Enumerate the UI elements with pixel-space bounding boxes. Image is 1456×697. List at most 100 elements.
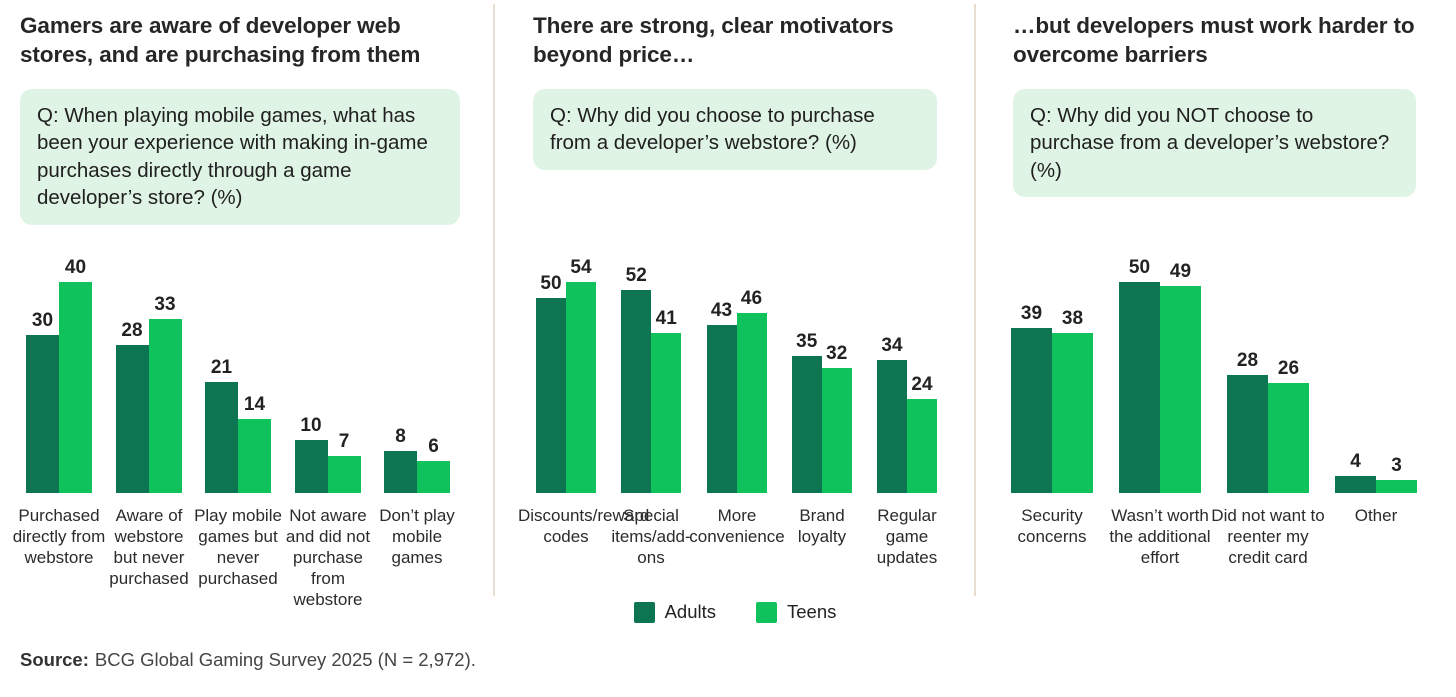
category-label: More convenience — [689, 506, 785, 547]
bar-group: 50 49 — [1119, 257, 1201, 493]
bar-column: 4 — [1335, 451, 1376, 493]
bar-teens — [1376, 480, 1417, 493]
bar-value-label: 41 — [655, 308, 677, 329]
bar-column: 21 — [205, 357, 238, 493]
bar-teens — [1160, 286, 1201, 493]
panel-title: …but developers must work harder to over… — [1013, 13, 1415, 68]
bar-column: 24 — [907, 374, 937, 493]
bar-value-label: 54 — [570, 257, 592, 278]
bar-value-label: 49 — [1169, 261, 1192, 282]
bar-value-label: 3 — [1391, 455, 1402, 476]
legend-item-teens: Teens — [756, 601, 836, 623]
bar-value-label: 14 — [243, 394, 266, 415]
bar-adults — [26, 335, 59, 493]
bar-adults — [536, 298, 566, 493]
bar-adults — [877, 360, 907, 493]
bar-value-label: 6 — [428, 436, 439, 457]
bar-value-label: 43 — [710, 300, 733, 321]
bar-column: 7 — [327, 431, 361, 493]
bar-adults — [1227, 375, 1268, 493]
bar-column: 41 — [651, 308, 682, 493]
bar-column: 33 — [148, 294, 182, 493]
panel-title: There are strong, clear motivators beyon… — [533, 13, 894, 68]
bar-teens — [238, 419, 271, 493]
bar-column: 28 — [115, 320, 149, 493]
bar-group: 50 54 — [536, 257, 596, 493]
category-label: Not aware and did not purchase from webs… — [285, 506, 371, 610]
bar-teens — [651, 333, 682, 493]
source-line: Source: BCG Global Gaming Survey 2025 (N … — [20, 649, 476, 671]
category-label: Security concerns — [1017, 506, 1087, 547]
legend-item-adults: Adults — [633, 601, 717, 623]
bar-column: 50 — [536, 273, 566, 493]
bar-group: 39 38 — [1011, 303, 1093, 493]
bar-group: 10 7 — [294, 415, 361, 493]
category-label: Play mobile games but never purchased — [194, 506, 282, 589]
bar-value-label: 21 — [210, 357, 233, 378]
bars-row: 50 54 52 41 43 46 35 32 34 24 — [536, 250, 937, 493]
question-box: Q: Why did you choose to purchase from a… — [533, 89, 937, 170]
bar-column: 28 — [1227, 350, 1268, 493]
bar-chart-awareness: 30 40 28 33 21 14 10 7 8 6 Purchased directly fro… — [13, 250, 455, 610]
bar-column: 40 — [59, 257, 92, 493]
legend-label: Adults — [664, 601, 717, 622]
bar-column: 26 — [1268, 358, 1309, 493]
panel-motivators: There are strong, clear motivators beyon… — [518, 0, 937, 697]
bar-value-label: 24 — [911, 374, 933, 395]
bar-column: 14 — [238, 394, 271, 493]
bar-column: 35 — [791, 331, 822, 493]
bar-group: 52 41 — [621, 265, 682, 493]
bar-column: 32 — [821, 343, 852, 493]
bar-teens — [148, 319, 182, 493]
category-label: Did not want to reenter my credit card — [1211, 506, 1325, 568]
bar-value-label: 26 — [1277, 358, 1300, 379]
category-label: Discounts/reward codes — [518, 506, 650, 547]
bar-column: 30 — [26, 310, 59, 493]
bar-value-label: 32 — [826, 343, 848, 364]
bar-value-label: 50 — [540, 273, 562, 294]
legend-swatch-icon — [633, 601, 655, 623]
bar-column: 43 — [706, 300, 737, 493]
bar-value-label: 4 — [1350, 451, 1361, 472]
bar-group: 43 46 — [706, 288, 767, 493]
bar-adults — [294, 440, 328, 493]
bar-value-label: 10 — [300, 415, 322, 436]
bar-group: 30 40 — [26, 257, 92, 493]
bar-value-label: 52 — [625, 265, 647, 286]
category-label: Brand loyalty — [797, 506, 847, 547]
bar-column: 52 — [621, 265, 652, 493]
source-label: Source: — [20, 649, 89, 670]
bar-value-label: 7 — [338, 431, 350, 452]
bar-column: 49 — [1160, 261, 1201, 493]
bars-row: 39 38 50 49 28 26 4 3 — [1011, 250, 1417, 493]
panel-divider — [974, 4, 976, 596]
bar-adults — [1335, 476, 1376, 493]
category-labels-row: Discounts/reward codes Special items/add-… — [518, 505, 937, 610]
panel-awareness: Gamers are aware of developer web stores… — [13, 0, 460, 697]
bar-teens — [736, 313, 767, 493]
bar-chart-motivators: 50 54 52 41 43 46 35 32 34 24 Discounts/reward co… — [518, 250, 937, 610]
bar-adults — [1119, 282, 1160, 493]
bar-adults — [384, 451, 417, 493]
bar-value-label: 39 — [1020, 303, 1043, 324]
bar-column: 34 — [877, 335, 907, 493]
bar-column: 8 — [384, 426, 417, 493]
source-text: BCG Global Gaming Survey 2025 (N = 2,972… — [94, 649, 476, 670]
panel-barriers: …but developers must work harder to over… — [1011, 0, 1417, 697]
bar-group: 35 32 — [791, 331, 852, 493]
bar-column: 46 — [736, 288, 767, 493]
category-label: Don’t play mobile games — [379, 506, 455, 568]
bar-value-label: 34 — [881, 335, 903, 356]
category-labels-row: Purchased directly from webstore Aware of… — [13, 505, 455, 610]
bar-teens — [417, 461, 450, 493]
bar-teens — [566, 282, 596, 493]
bar-adults — [706, 325, 737, 493]
bar-column: 3 — [1376, 455, 1417, 493]
bar-adults — [791, 356, 822, 493]
category-label: Wasn’t worth the additional effort — [1109, 506, 1211, 568]
bar-teens — [1268, 383, 1309, 493]
bar-teens — [1052, 333, 1093, 493]
bars-row: 30 40 28 33 21 14 10 7 8 6 — [26, 250, 450, 493]
